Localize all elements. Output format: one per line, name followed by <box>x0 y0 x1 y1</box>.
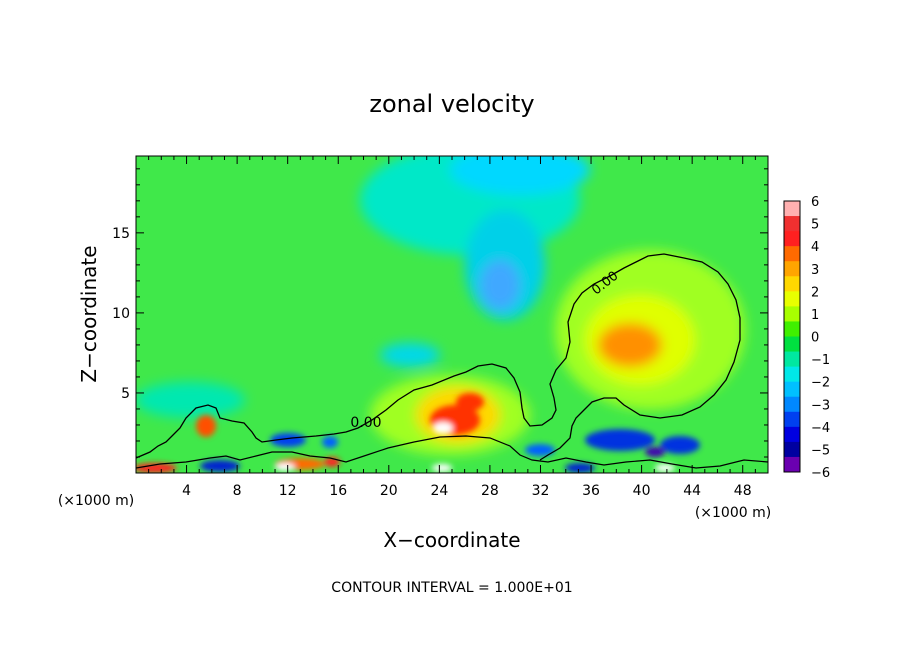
white-bottom-b <box>432 464 452 472</box>
cyan-mid-left <box>380 343 440 367</box>
colorbar-frame <box>783 200 801 473</box>
field-cores <box>136 393 700 473</box>
colorbar-tick-label: −1 <box>811 353 830 368</box>
colorbar-swatch <box>784 276 800 292</box>
blue-low-right-b <box>660 436 700 454</box>
cyan-top-core <box>450 156 590 195</box>
colorbar-tick-label: 4 <box>811 240 819 255</box>
colorbar-swatch <box>784 321 800 337</box>
colorbar-swatch <box>784 201 800 217</box>
red-bottom-left <box>136 463 177 473</box>
colorbar-tick-label: −2 <box>811 376 830 391</box>
colorbar-tick-label: 5 <box>811 218 819 233</box>
x-unit-label-right: (×1000 m) <box>695 505 771 521</box>
colorbar-swatch <box>784 291 800 307</box>
blue-bottom-b <box>565 463 595 473</box>
colorbar-tick-label: 2 <box>811 285 819 300</box>
x-tick-label: 4 <box>182 483 191 499</box>
colorbar-swatch <box>784 351 800 368</box>
colorbar-swatch <box>784 456 800 473</box>
colorbar-tick-label: −4 <box>811 421 830 436</box>
x-tick-label: 44 <box>683 483 701 499</box>
blue-low-mid <box>322 436 338 448</box>
y-tick-label: 10 <box>112 306 130 322</box>
colorbar-swatch <box>784 426 800 443</box>
colorbar-swatch <box>784 441 800 458</box>
x-tick-label: 28 <box>481 483 499 499</box>
colorbar-swatch <box>784 261 800 277</box>
blue-bottom-a <box>200 460 240 472</box>
red-left <box>196 415 216 437</box>
x-tick-label: 12 <box>279 483 297 499</box>
x-tick-label: 24 <box>430 483 448 499</box>
plot-area <box>136 156 768 473</box>
colorbar-swatch <box>784 381 800 398</box>
colorbar-tick-label: −5 <box>811 443 830 458</box>
x-tick-label: 36 <box>582 483 600 499</box>
orange-right <box>598 323 662 367</box>
colorbar-tick-label: 0 <box>811 331 819 346</box>
colorbar-tick-label: 3 <box>811 263 819 278</box>
colorbar-tick-label: 6 <box>811 195 819 210</box>
colorbar-swatch <box>784 336 800 353</box>
colorbar-tick-label: 1 <box>811 308 819 323</box>
colorbar-swatch <box>784 216 800 232</box>
colorbar-swatch <box>784 366 800 383</box>
purple-low-right <box>645 447 665 457</box>
red-center-upper <box>456 393 484 411</box>
contour-interval-note: CONTOUR INTERVAL = 1.000E+01 <box>331 580 572 596</box>
x-axis-title: X−coordinate <box>383 528 520 552</box>
colorbar-swatch <box>784 396 800 413</box>
cyan-left-band <box>136 382 245 418</box>
colorbar-swatch <box>784 246 800 262</box>
y-tick-label: 15 <box>112 226 130 242</box>
secondary-contour <box>136 435 768 469</box>
x-tick-label: 8 <box>233 483 242 499</box>
x-tick-label: 32 <box>532 483 550 499</box>
colorbar-swatch <box>784 231 800 247</box>
zero-contour-line <box>136 253 741 461</box>
blue-plume-core <box>480 260 520 310</box>
x-unit-label: (×1000 m) <box>58 493 134 509</box>
blue-low-right-a <box>585 429 655 451</box>
colorbar: 6 5 4 3 2 1 0 −1 −2 −3 −4 −5 −6 <box>783 195 830 481</box>
contour-label-low: 0.00 <box>350 415 381 431</box>
x-tick-label: 20 <box>380 483 398 499</box>
white-bottom-c <box>655 464 675 472</box>
colorbar-swatch <box>784 306 800 322</box>
y-axis-title: Z−coordinate <box>77 245 101 382</box>
white-bottom-a <box>275 463 295 471</box>
colorbar-swatch <box>784 411 800 428</box>
white-center-core <box>433 422 453 434</box>
blue-low-left <box>270 433 306 447</box>
x-tick-label: 16 <box>329 483 347 499</box>
x-tick-label: 40 <box>633 483 651 499</box>
y-tick-label: 5 <box>121 386 130 402</box>
colorbar-tick-label: −3 <box>811 398 830 413</box>
x-tick-label: 48 <box>734 483 752 499</box>
blue-low-center <box>525 444 555 456</box>
colorbar-tick-label: −6 <box>811 466 830 481</box>
chart-title: zonal velocity <box>369 90 534 118</box>
